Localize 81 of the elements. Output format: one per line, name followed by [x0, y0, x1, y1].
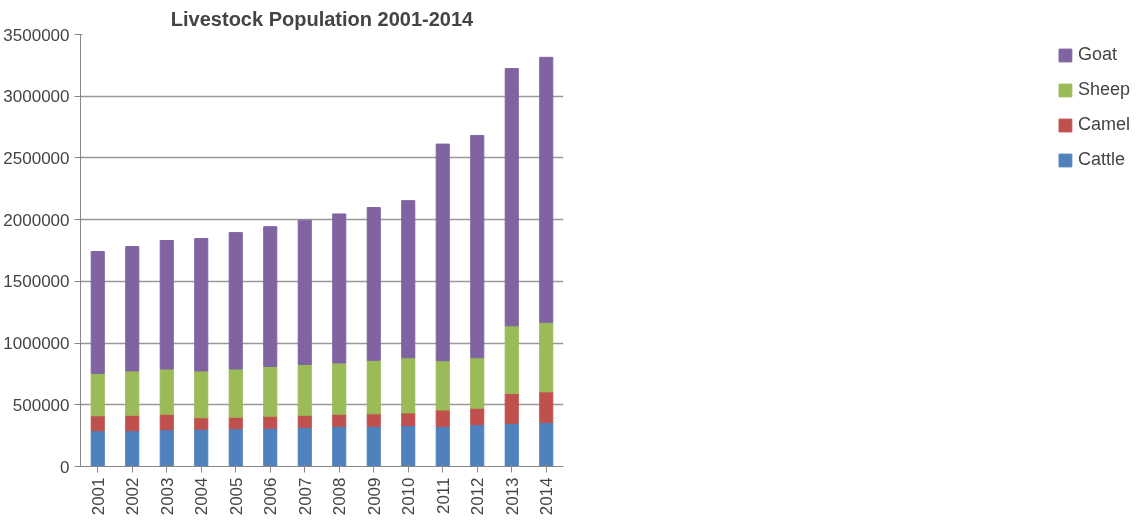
bar [297, 363, 312, 416]
y-tick-label: 1000000 [3, 334, 70, 354]
bar [194, 370, 209, 419]
legend-label: Goat [1077, 44, 1117, 65]
bar [470, 134, 485, 359]
bar [504, 422, 519, 467]
bar [435, 409, 450, 427]
y-tick-label: 500000 [12, 395, 70, 415]
bar [297, 426, 312, 467]
bar [125, 414, 140, 432]
bar [228, 368, 243, 418]
bar [125, 246, 140, 372]
bar [366, 207, 381, 361]
x-tick-label: 2014 [537, 477, 557, 516]
bar [228, 232, 243, 370]
bar [539, 421, 554, 467]
bar [263, 415, 278, 429]
x-tick-label: 2007 [295, 477, 315, 516]
bar [159, 429, 174, 467]
y-tick-label: 0 [60, 457, 70, 477]
bar [90, 250, 105, 374]
x-tick-label: 2002 [123, 477, 143, 516]
bar [228, 428, 243, 467]
bar [366, 413, 381, 427]
legend-label: Camel [1077, 114, 1130, 135]
legend-label: Sheep [1077, 79, 1130, 100]
bar [435, 360, 450, 411]
x-tick-label: 2009 [364, 477, 384, 516]
bar [504, 68, 519, 327]
x-tick-label: 2013 [502, 477, 522, 516]
x-tick-label: 2008 [330, 477, 350, 516]
bar [263, 226, 278, 368]
bar [470, 357, 485, 409]
bar [504, 393, 519, 424]
bar [90, 372, 105, 417]
bar [90, 430, 105, 467]
x-tick-label: 2011 [433, 477, 453, 515]
bar [435, 425, 450, 467]
bar [470, 424, 485, 467]
x-tick-label: 2012 [468, 477, 488, 516]
bar [332, 425, 347, 467]
bar [539, 56, 554, 323]
bar [401, 200, 416, 359]
y-tick-label: 3500000 [3, 25, 70, 45]
x-tick-label: 2006 [261, 477, 281, 516]
bar [470, 407, 485, 426]
bar [539, 321, 554, 393]
bar [297, 219, 312, 365]
bar [159, 240, 174, 370]
bar [401, 357, 416, 414]
bar [332, 213, 347, 364]
bar [539, 391, 554, 423]
x-tick-label: 2005 [226, 477, 246, 516]
y-tick-label: 1500000 [3, 272, 70, 292]
x-tick-label: 2003 [157, 477, 177, 516]
legend-label: Cattle [1077, 149, 1125, 170]
bar [401, 425, 416, 467]
bar [332, 413, 347, 427]
bar [435, 143, 450, 362]
bar [159, 368, 174, 415]
bar [366, 425, 381, 467]
bar [90, 415, 105, 432]
bar [125, 370, 140, 416]
y-tick-label: 2000000 [3, 210, 70, 230]
x-tick-label: 2001 [88, 477, 108, 516]
bar [194, 417, 209, 430]
bar [194, 428, 209, 467]
bar [125, 430, 140, 467]
bar [263, 366, 278, 417]
y-tick-label: 2500000 [3, 148, 70, 168]
y-tick-label: 3000000 [3, 87, 70, 107]
bar [366, 359, 381, 415]
bar [159, 413, 174, 431]
bar [263, 427, 278, 467]
bar [297, 414, 312, 428]
chart-title: Livestock Population 2001-2014 [170, 7, 475, 30]
bar [194, 238, 209, 372]
bar [504, 325, 519, 395]
x-tick-label: 2004 [192, 477, 212, 516]
bar [332, 362, 347, 415]
x-tick-label: 2010 [399, 477, 419, 516]
